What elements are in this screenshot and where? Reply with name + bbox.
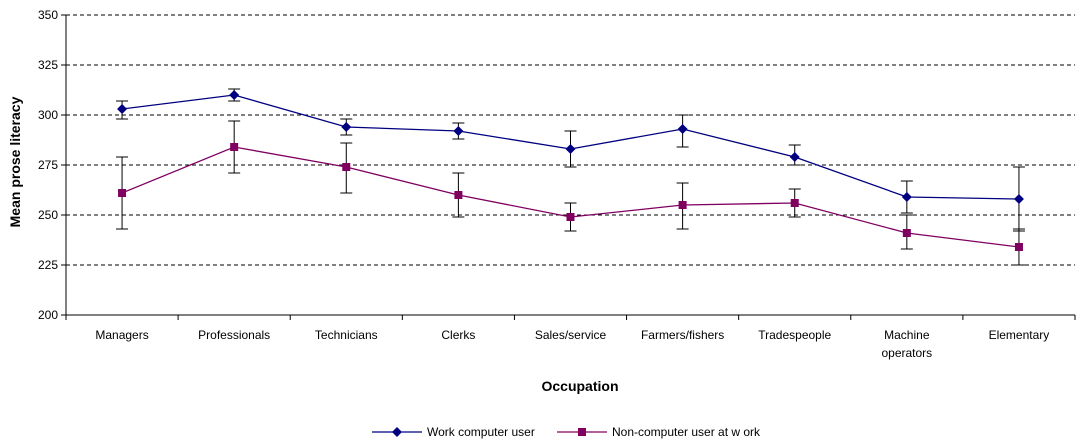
data-point-diamond [117,104,128,114]
data-point-diamond [677,124,688,134]
x-tick-label: Elementary [989,328,1050,342]
data-point-square [790,199,799,207]
x-tick-label-line: Tradespeople [758,328,831,342]
x-tick-label-line: Technicians [315,328,378,342]
data-point-diamond [789,152,800,162]
data-point-diamond [1013,194,1024,204]
data-point-square [678,201,687,209]
series-markers [117,90,1024,251]
x-tick-label: Technicians [315,328,378,342]
data-point-diamond [565,144,576,154]
x-tick-label-line: Machine [884,328,930,342]
x-axis-title: Occupation [541,378,618,394]
data-point-square [1014,243,1023,251]
x-tick-label: Tradespeople [758,328,831,342]
y-axis-ticks: 200 225 250 275 300 325 350 [38,8,66,322]
legend-marker-diamond [392,427,402,437]
x-axis-ticks: Managers Professionals Technicians Clerks Sa… [65,315,1076,360]
x-tick-label-line: Elementary [989,328,1050,342]
x-tick-label: Sales/service [535,328,607,342]
x-tick-label: Clerks [441,328,475,342]
data-point-square [454,191,463,199]
data-point-square [342,163,351,171]
data-point-diamond [901,192,912,202]
data-point-diamond [341,122,352,132]
x-tick-label-line: Clerks [441,328,475,342]
data-point-diamond [453,126,464,136]
y-tick-label: 250 [38,208,58,222]
legend: Work computer user Non-computer user at w… [372,425,761,439]
y-axis-title: Mean prose literacy [7,96,23,227]
x-tick-label-line: Sales/service [535,328,607,342]
axes [65,15,1075,316]
data-point-square [566,213,575,221]
x-tick-label-line: Professionals [198,328,270,342]
y-tick-label: 325 [38,58,58,72]
x-tick-label: Farmers/fishers [641,328,724,342]
x-tick-label-line: Managers [95,328,148,342]
x-tick-label-line: operators [881,346,932,360]
y-tick-label: 275 [38,158,58,172]
y-tick-label: 300 [38,108,58,122]
y-tick-label: 200 [38,308,58,322]
x-tick-label: Professionals [198,328,270,342]
legend-marker-square [578,428,586,436]
x-tick-label: Managers [95,328,148,342]
x-tick-label-line: Farmers/fishers [641,328,724,342]
y-tick-label: 225 [38,258,58,272]
data-point-square [118,189,127,197]
legend-entry-2: Non-computer user at w ork [612,425,761,439]
data-point-square [230,143,239,151]
y-tick-label: 350 [38,8,58,22]
data-point-diamond [229,90,240,100]
data-point-square [902,229,911,237]
x-tick-label: Machine operators [881,328,932,360]
legend-entry-1: Work computer user [427,425,535,439]
